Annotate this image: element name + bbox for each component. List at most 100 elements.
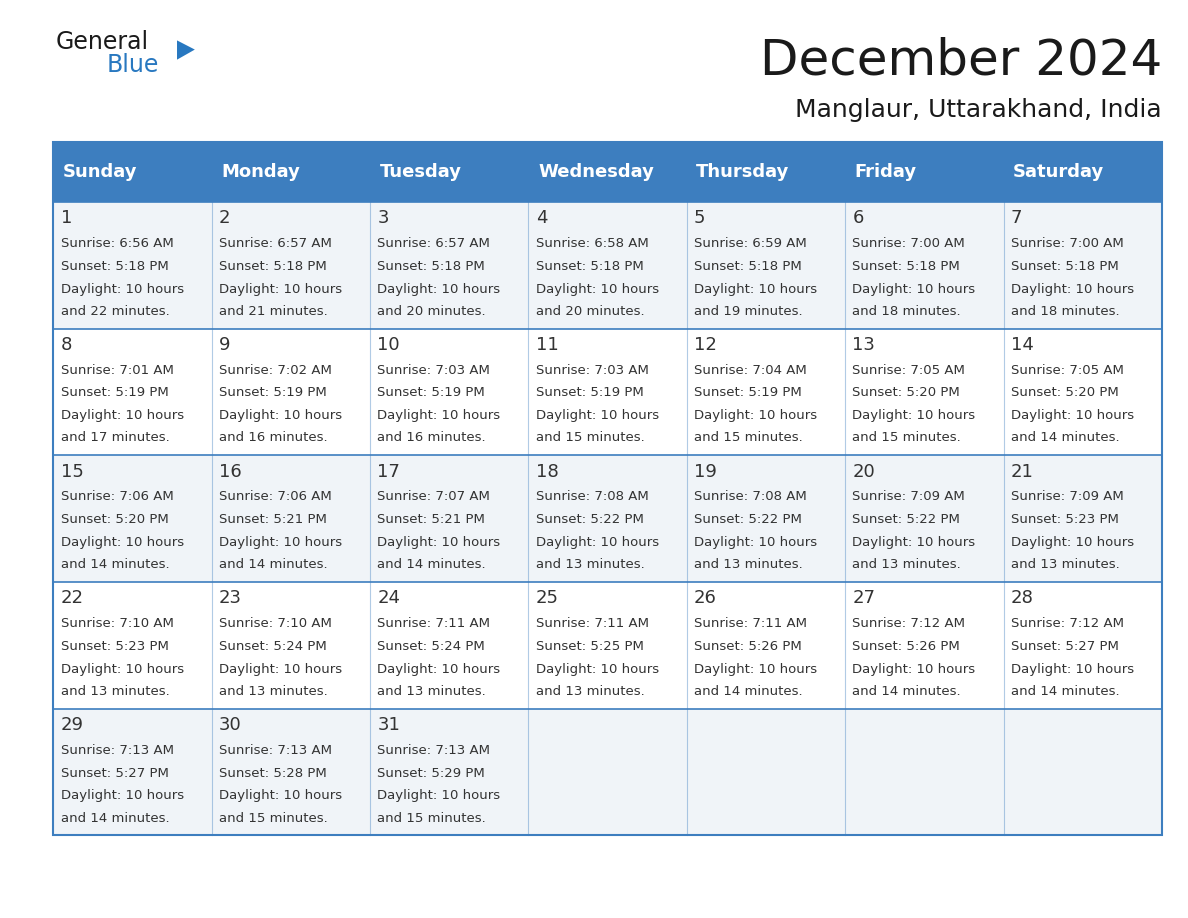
Text: and 13 minutes.: and 13 minutes. bbox=[694, 558, 803, 571]
Text: 21: 21 bbox=[1011, 463, 1034, 481]
Text: Sunset: 5:27 PM: Sunset: 5:27 PM bbox=[1011, 640, 1119, 653]
Text: Daylight: 10 hours: Daylight: 10 hours bbox=[852, 663, 975, 676]
Text: Sunset: 5:19 PM: Sunset: 5:19 PM bbox=[219, 386, 327, 399]
Text: Sunset: 5:18 PM: Sunset: 5:18 PM bbox=[378, 260, 485, 273]
Text: Daylight: 10 hours: Daylight: 10 hours bbox=[219, 283, 342, 296]
Text: and 20 minutes.: and 20 minutes. bbox=[378, 305, 486, 318]
Text: 7: 7 bbox=[1011, 209, 1022, 228]
Text: Tuesday: Tuesday bbox=[380, 163, 462, 181]
Text: Sunrise: 7:13 AM: Sunrise: 7:13 AM bbox=[378, 744, 491, 756]
Text: Sunset: 5:19 PM: Sunset: 5:19 PM bbox=[694, 386, 802, 399]
Text: and 19 minutes.: and 19 minutes. bbox=[694, 305, 803, 318]
Text: Daylight: 10 hours: Daylight: 10 hours bbox=[694, 409, 817, 422]
Text: and 14 minutes.: and 14 minutes. bbox=[1011, 431, 1119, 444]
Text: Sunrise: 7:05 AM: Sunrise: 7:05 AM bbox=[1011, 364, 1124, 376]
Text: 8: 8 bbox=[61, 336, 72, 354]
Text: Sunrise: 7:05 AM: Sunrise: 7:05 AM bbox=[852, 364, 965, 376]
Text: Sunset: 5:18 PM: Sunset: 5:18 PM bbox=[694, 260, 802, 273]
Text: Sunset: 5:18 PM: Sunset: 5:18 PM bbox=[1011, 260, 1118, 273]
FancyBboxPatch shape bbox=[53, 142, 1162, 202]
Text: Wednesday: Wednesday bbox=[538, 163, 653, 181]
Text: and 17 minutes.: and 17 minutes. bbox=[61, 431, 170, 444]
Text: Sunset: 5:24 PM: Sunset: 5:24 PM bbox=[219, 640, 327, 653]
Text: 13: 13 bbox=[852, 336, 876, 354]
Text: Daylight: 10 hours: Daylight: 10 hours bbox=[378, 789, 500, 802]
Text: Sunset: 5:19 PM: Sunset: 5:19 PM bbox=[61, 386, 169, 399]
Text: Daylight: 10 hours: Daylight: 10 hours bbox=[378, 536, 500, 549]
Text: Sunrise: 6:56 AM: Sunrise: 6:56 AM bbox=[61, 237, 173, 250]
Text: and 15 minutes.: and 15 minutes. bbox=[536, 431, 644, 444]
Text: Daylight: 10 hours: Daylight: 10 hours bbox=[378, 663, 500, 676]
Text: Daylight: 10 hours: Daylight: 10 hours bbox=[61, 663, 184, 676]
Text: Sunset: 5:18 PM: Sunset: 5:18 PM bbox=[852, 260, 960, 273]
Text: 3: 3 bbox=[378, 209, 388, 228]
Text: Sunset: 5:23 PM: Sunset: 5:23 PM bbox=[61, 640, 169, 653]
Text: Sunset: 5:20 PM: Sunset: 5:20 PM bbox=[61, 513, 169, 526]
Text: and 14 minutes.: and 14 minutes. bbox=[219, 558, 328, 571]
Text: and 15 minutes.: and 15 minutes. bbox=[378, 812, 486, 824]
Text: Sunrise: 7:00 AM: Sunrise: 7:00 AM bbox=[852, 237, 965, 250]
FancyBboxPatch shape bbox=[53, 329, 1162, 455]
Text: Sunday: Sunday bbox=[63, 163, 138, 181]
Text: 29: 29 bbox=[61, 716, 83, 734]
FancyBboxPatch shape bbox=[53, 582, 1162, 709]
Text: Sunrise: 7:06 AM: Sunrise: 7:06 AM bbox=[61, 490, 173, 503]
Text: Daylight: 10 hours: Daylight: 10 hours bbox=[536, 283, 658, 296]
Text: 30: 30 bbox=[219, 716, 241, 734]
Text: Daylight: 10 hours: Daylight: 10 hours bbox=[536, 536, 658, 549]
Text: Daylight: 10 hours: Daylight: 10 hours bbox=[694, 283, 817, 296]
Text: 6: 6 bbox=[852, 209, 864, 228]
Text: Monday: Monday bbox=[221, 163, 301, 181]
Text: and 15 minutes.: and 15 minutes. bbox=[694, 431, 803, 444]
Text: Daylight: 10 hours: Daylight: 10 hours bbox=[61, 283, 184, 296]
Text: Sunrise: 7:13 AM: Sunrise: 7:13 AM bbox=[219, 744, 331, 756]
Text: and 14 minutes.: and 14 minutes. bbox=[61, 558, 169, 571]
Polygon shape bbox=[177, 40, 195, 60]
Text: 9: 9 bbox=[219, 336, 230, 354]
Text: 28: 28 bbox=[1011, 589, 1034, 608]
Text: Daylight: 10 hours: Daylight: 10 hours bbox=[1011, 536, 1133, 549]
Text: General: General bbox=[56, 30, 148, 54]
Text: Sunrise: 7:03 AM: Sunrise: 7:03 AM bbox=[536, 364, 649, 376]
Text: Sunset: 5:22 PM: Sunset: 5:22 PM bbox=[852, 513, 960, 526]
Text: Sunset: 5:26 PM: Sunset: 5:26 PM bbox=[694, 640, 802, 653]
Text: and 14 minutes.: and 14 minutes. bbox=[61, 812, 169, 824]
Text: 24: 24 bbox=[378, 589, 400, 608]
Text: Daylight: 10 hours: Daylight: 10 hours bbox=[852, 536, 975, 549]
Text: Daylight: 10 hours: Daylight: 10 hours bbox=[852, 283, 975, 296]
Text: Thursday: Thursday bbox=[696, 163, 790, 181]
Text: Sunrise: 7:12 AM: Sunrise: 7:12 AM bbox=[1011, 617, 1124, 630]
Text: 12: 12 bbox=[694, 336, 716, 354]
Text: and 21 minutes.: and 21 minutes. bbox=[219, 305, 328, 318]
Text: Sunrise: 7:06 AM: Sunrise: 7:06 AM bbox=[219, 490, 331, 503]
Text: 22: 22 bbox=[61, 589, 83, 608]
Text: Daylight: 10 hours: Daylight: 10 hours bbox=[378, 409, 500, 422]
Text: 31: 31 bbox=[378, 716, 400, 734]
Text: 17: 17 bbox=[378, 463, 400, 481]
Text: Daylight: 10 hours: Daylight: 10 hours bbox=[852, 409, 975, 422]
Text: and 16 minutes.: and 16 minutes. bbox=[219, 431, 328, 444]
Text: and 13 minutes.: and 13 minutes. bbox=[61, 685, 170, 698]
Text: Sunrise: 7:03 AM: Sunrise: 7:03 AM bbox=[378, 364, 491, 376]
Text: 5: 5 bbox=[694, 209, 706, 228]
Text: Blue: Blue bbox=[107, 53, 159, 77]
Text: Sunset: 5:21 PM: Sunset: 5:21 PM bbox=[219, 513, 327, 526]
Text: Sunrise: 7:02 AM: Sunrise: 7:02 AM bbox=[219, 364, 331, 376]
Text: Daylight: 10 hours: Daylight: 10 hours bbox=[1011, 283, 1133, 296]
Text: Sunrise: 7:11 AM: Sunrise: 7:11 AM bbox=[378, 617, 491, 630]
FancyBboxPatch shape bbox=[53, 202, 1162, 329]
Text: Sunset: 5:20 PM: Sunset: 5:20 PM bbox=[1011, 386, 1118, 399]
Text: Sunrise: 7:12 AM: Sunrise: 7:12 AM bbox=[852, 617, 966, 630]
Text: Sunset: 5:21 PM: Sunset: 5:21 PM bbox=[378, 513, 485, 526]
Text: Manglaur, Uttarakhand, India: Manglaur, Uttarakhand, India bbox=[795, 98, 1162, 122]
Text: Sunset: 5:18 PM: Sunset: 5:18 PM bbox=[61, 260, 169, 273]
Text: Sunrise: 7:11 AM: Sunrise: 7:11 AM bbox=[694, 617, 807, 630]
Text: Daylight: 10 hours: Daylight: 10 hours bbox=[694, 536, 817, 549]
Text: and 13 minutes.: and 13 minutes. bbox=[852, 558, 961, 571]
Text: 25: 25 bbox=[536, 589, 558, 608]
Text: Sunrise: 6:57 AM: Sunrise: 6:57 AM bbox=[378, 237, 491, 250]
Text: Sunset: 5:25 PM: Sunset: 5:25 PM bbox=[536, 640, 644, 653]
Text: 15: 15 bbox=[61, 463, 83, 481]
Text: Daylight: 10 hours: Daylight: 10 hours bbox=[536, 409, 658, 422]
Text: and 13 minutes.: and 13 minutes. bbox=[1011, 558, 1119, 571]
